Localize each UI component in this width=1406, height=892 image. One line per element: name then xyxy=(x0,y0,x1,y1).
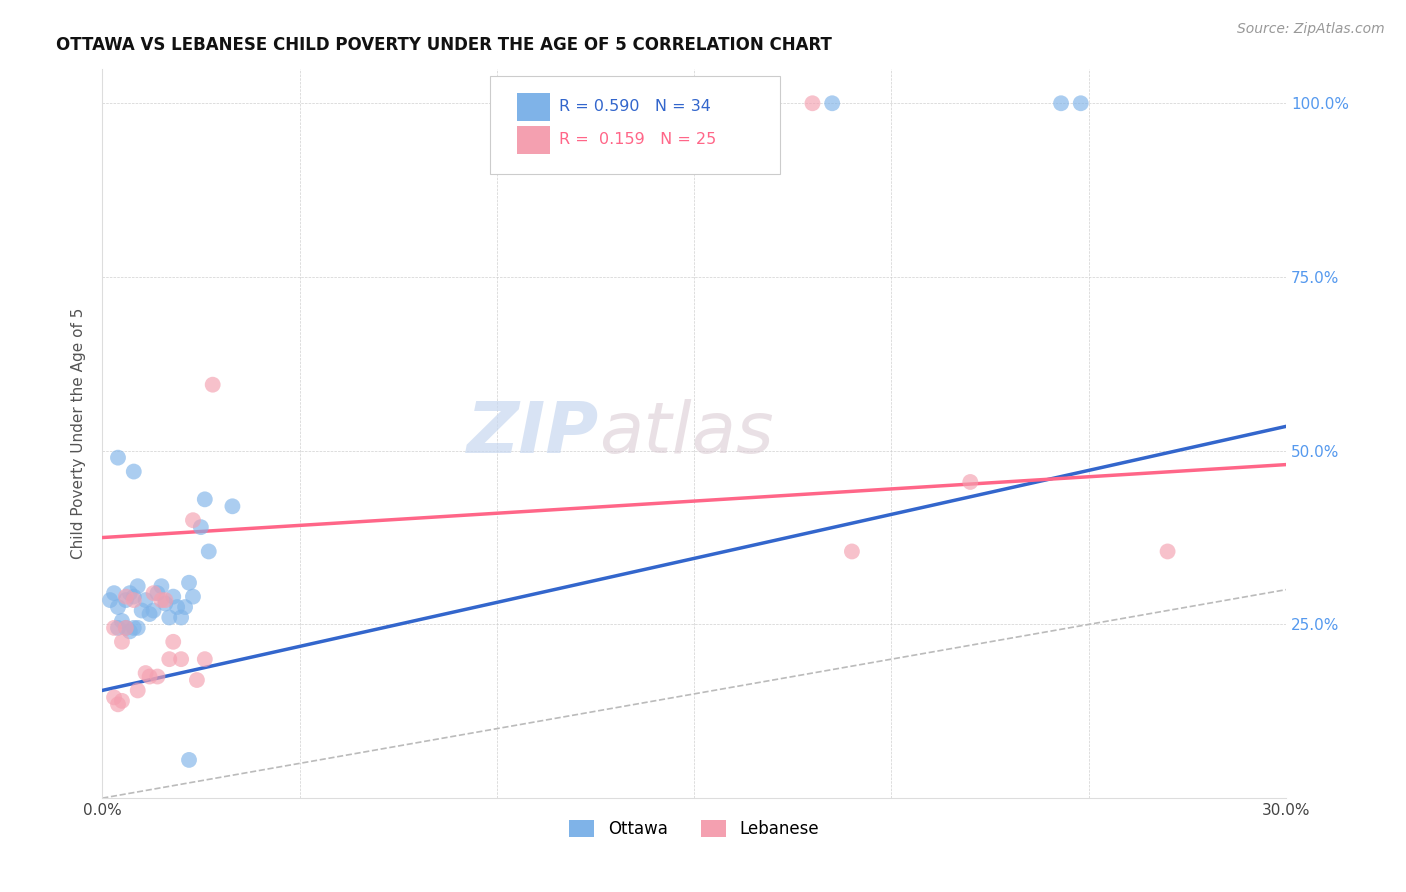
Point xyxy=(1070,96,1092,111)
Point xyxy=(138,669,160,683)
Point xyxy=(155,597,177,611)
Point xyxy=(170,610,193,624)
Point xyxy=(181,513,204,527)
Point xyxy=(107,698,129,712)
Text: Source: ZipAtlas.com: Source: ZipAtlas.com xyxy=(1237,22,1385,37)
Point xyxy=(122,621,145,635)
Point xyxy=(801,96,824,111)
Point xyxy=(142,603,165,617)
Point xyxy=(103,690,125,705)
Point xyxy=(703,96,725,111)
Point xyxy=(186,673,208,687)
Text: ZIP: ZIP xyxy=(467,399,599,467)
Point xyxy=(138,607,160,621)
Point xyxy=(181,590,204,604)
Point xyxy=(194,492,217,507)
Point xyxy=(174,600,197,615)
Point xyxy=(127,579,149,593)
Text: atlas: atlas xyxy=(599,399,775,467)
Point xyxy=(115,593,138,607)
Text: OTTAWA VS LEBANESE CHILD POVERTY UNDER THE AGE OF 5 CORRELATION CHART: OTTAWA VS LEBANESE CHILD POVERTY UNDER T… xyxy=(56,36,832,54)
Point xyxy=(103,621,125,635)
Point xyxy=(107,600,129,615)
Point xyxy=(122,593,145,607)
Point xyxy=(135,666,157,681)
Point xyxy=(221,500,243,514)
Point xyxy=(98,593,121,607)
FancyBboxPatch shape xyxy=(491,76,780,174)
Point xyxy=(115,621,138,635)
Point xyxy=(127,683,149,698)
Text: R =  0.159   N = 25: R = 0.159 N = 25 xyxy=(560,132,717,147)
Point xyxy=(115,590,138,604)
Point xyxy=(111,694,134,708)
Legend: Ottawa, Lebanese: Ottawa, Lebanese xyxy=(562,813,825,845)
Point xyxy=(177,753,200,767)
Point xyxy=(651,96,673,111)
Point xyxy=(118,624,141,639)
Point xyxy=(150,579,173,593)
Point xyxy=(162,634,184,648)
Point xyxy=(194,652,217,666)
Point xyxy=(122,465,145,479)
Point xyxy=(201,377,224,392)
Point xyxy=(162,590,184,604)
Point xyxy=(118,586,141,600)
Point xyxy=(127,621,149,635)
Point xyxy=(177,575,200,590)
Bar xyxy=(516,94,550,121)
Point xyxy=(841,544,863,558)
Y-axis label: Child Poverty Under the Age of 5: Child Poverty Under the Age of 5 xyxy=(72,308,86,559)
Point xyxy=(157,652,180,666)
Point xyxy=(959,475,981,489)
Point xyxy=(115,621,138,635)
Point xyxy=(107,450,129,465)
Bar xyxy=(516,126,550,154)
Point xyxy=(111,614,134,628)
Point xyxy=(197,544,219,558)
Point xyxy=(131,603,153,617)
Point xyxy=(135,593,157,607)
Point xyxy=(107,621,129,635)
Point xyxy=(664,96,686,111)
Point xyxy=(150,593,173,607)
Point xyxy=(103,586,125,600)
Point xyxy=(624,96,647,111)
Point xyxy=(146,586,169,600)
Point xyxy=(157,610,180,624)
Point xyxy=(155,593,177,607)
Point xyxy=(1050,96,1073,111)
Point xyxy=(605,96,627,111)
Point xyxy=(1156,544,1178,558)
Point xyxy=(146,669,169,683)
Point xyxy=(122,590,145,604)
Point xyxy=(170,652,193,666)
Point xyxy=(142,586,165,600)
Text: R = 0.590   N = 34: R = 0.590 N = 34 xyxy=(560,99,711,114)
Point xyxy=(821,96,844,111)
Point xyxy=(190,520,212,534)
Point xyxy=(166,600,188,615)
Point xyxy=(111,634,134,648)
